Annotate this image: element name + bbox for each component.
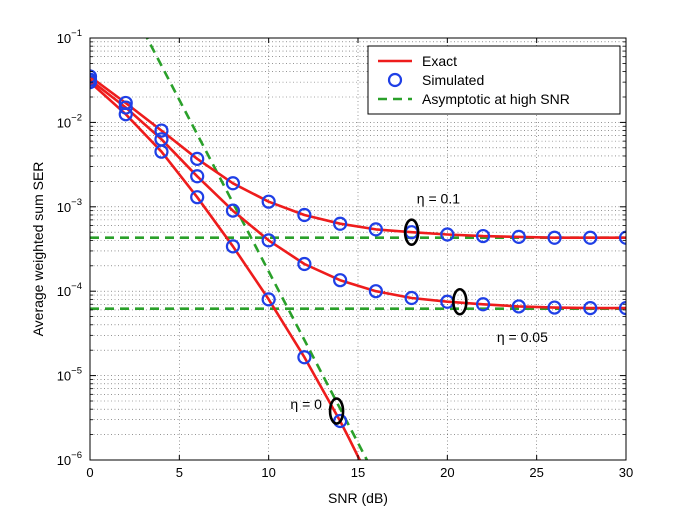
simulated-point: [154, 144, 169, 159]
annotations: η = 0.1 η = 0.05 η = 0: [290, 190, 548, 425]
simulated-point: [475, 228, 491, 244]
annotation-label: η = 0.1: [417, 190, 460, 206]
exact-line-exact-0.1: [90, 75, 626, 239]
x-tick-label: 15: [351, 465, 365, 480]
simulated-point: [547, 230, 562, 245]
series-markers: [90, 69, 626, 429]
legend-box: [367, 45, 621, 115]
asymptotic-line-asymptotic-0: [145, 38, 369, 460]
simulated-point: [190, 169, 205, 184]
simulated-point: [583, 301, 598, 316]
simulated-point: [511, 299, 526, 314]
simulated-point: [190, 190, 205, 205]
simulated-point: [333, 216, 348, 231]
simulated-point: [261, 292, 276, 307]
x-tick-label: 25: [529, 465, 543, 480]
simulated-point: [333, 273, 348, 288]
exact-line-exact-0.05: [90, 78, 626, 310]
y-tick-label: 10−5: [57, 366, 82, 384]
simulated-point: [618, 230, 626, 245]
legend-label-simulated: Simulated: [422, 72, 484, 88]
simulated-point: [261, 194, 276, 209]
simulated-point: [225, 203, 241, 218]
simulated-point: [297, 207, 312, 223]
simulated-point: [368, 284, 383, 299]
annotation-ellipse: [403, 218, 420, 247]
simulated-point: [154, 123, 169, 138]
x-tick-label: 20: [440, 465, 454, 480]
simulated-point: [475, 297, 491, 312]
y-tick-label: 10−6: [57, 450, 82, 468]
tick-labels: 0 5 10 15 20 25 30 10−6 10−5 10−4 10−3 10−2 10−1: [57, 28, 634, 480]
simulated-point: [440, 227, 455, 242]
simulated-point: [547, 300, 562, 315]
x-tick-label: 30: [619, 465, 633, 480]
y-tick-label: 10−4: [57, 281, 82, 299]
exact-line-exact-0: [90, 81, 362, 460]
simulated-point: [261, 233, 276, 248]
y-axis-label: Average weighted sum SER: [30, 162, 46, 337]
simulated-point: [618, 301, 626, 316]
simulated-point: [511, 229, 526, 244]
x-axis-label: SNR (dB): [328, 490, 388, 506]
series-lines: [90, 38, 626, 460]
legend: Exact Simulated Asymptotic at high SNR: [367, 45, 621, 115]
y-tick-label: 10−3: [57, 197, 82, 215]
x-tick-label: 0: [86, 465, 93, 480]
legend-label-asymptotic: Asymptotic at high SNR: [422, 91, 570, 107]
simulated-point: [404, 290, 419, 306]
y-tick-label: 10−1: [57, 28, 82, 46]
legend-label-exact: Exact: [422, 53, 457, 69]
simulated-point: [297, 256, 312, 272]
simulated-point: [190, 151, 205, 166]
simulated-point: [368, 222, 383, 237]
simulated-point: [90, 75, 98, 90]
x-tick-label: 5: [176, 465, 183, 480]
simulated-point: [225, 239, 241, 254]
x-tick-label: 10: [261, 465, 275, 480]
axis-ticks: [89, 37, 627, 461]
legend-simulated-swatch: [387, 72, 403, 88]
simulated-point: [118, 100, 133, 115]
annotation-label: η = 0: [290, 396, 322, 412]
simulated-point: [297, 350, 312, 365]
simulated-point: [118, 107, 133, 122]
simulated-point: [583, 230, 598, 245]
annotation-ellipse: [328, 397, 345, 425]
annotation-label: η = 0.05: [497, 329, 548, 345]
annotation-ellipse: [452, 287, 468, 316]
y-tick-label: 10−2: [57, 112, 82, 130]
simulated-point: [225, 176, 241, 191]
